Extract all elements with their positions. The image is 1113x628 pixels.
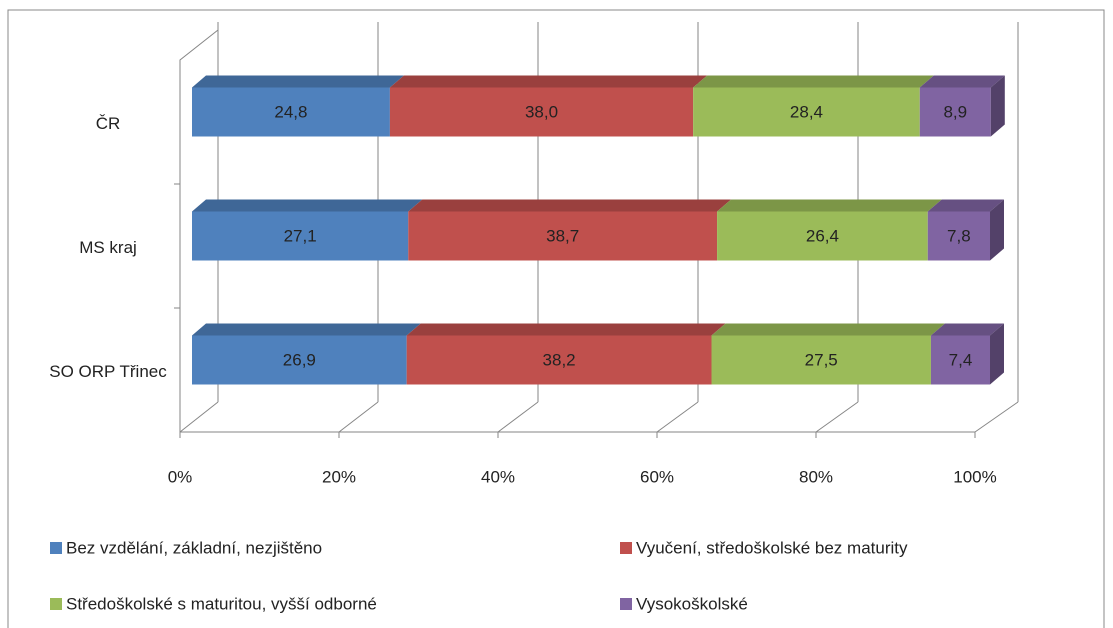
x-tick-label: 40% xyxy=(481,467,515,486)
data-label: 38,2 xyxy=(543,350,576,369)
data-label: 38,7 xyxy=(546,226,579,245)
bar-top xyxy=(389,75,708,88)
legend-swatch xyxy=(620,598,632,610)
bar xyxy=(927,211,990,261)
data-label: 28,4 xyxy=(790,102,823,121)
legend-swatch xyxy=(50,598,62,610)
data-label: 26,4 xyxy=(806,226,839,245)
floor-grid-line xyxy=(974,401,1019,433)
bar-top xyxy=(192,75,404,88)
bar xyxy=(919,87,991,137)
bar xyxy=(192,87,390,137)
bar xyxy=(930,335,990,385)
data-label: 24,8 xyxy=(274,102,307,121)
data-label: 26,9 xyxy=(283,350,316,369)
floor-grid-line xyxy=(815,401,859,433)
data-label: 8,9 xyxy=(943,102,967,121)
floor-grid-line xyxy=(497,401,539,433)
bar-top xyxy=(717,199,942,212)
legend-swatch xyxy=(50,542,62,554)
x-tick-label: 20% xyxy=(322,467,356,486)
floor-grid-line xyxy=(656,401,699,433)
bar-top xyxy=(693,75,934,88)
legend-label: Středoškolské s maturitou, vyšší odborné xyxy=(66,594,377,613)
x-tick-label: 0% xyxy=(168,467,193,486)
legend-label: Bez vzdělání, základní, nezjištěno xyxy=(66,538,322,557)
bar xyxy=(192,335,407,385)
data-label: 27,5 xyxy=(805,350,838,369)
bar xyxy=(408,211,718,261)
bar-top xyxy=(919,75,1005,88)
floor-grid-line xyxy=(338,401,379,433)
chart-border xyxy=(7,9,1105,628)
bar-side xyxy=(990,199,1004,261)
bar-top xyxy=(927,199,1004,212)
bar xyxy=(717,211,928,261)
bar xyxy=(192,211,409,261)
bar xyxy=(711,335,931,385)
legend-label: Vyučení, středoškolské bez maturity xyxy=(636,538,908,557)
x-tick-label: 100% xyxy=(953,467,996,486)
bar-top xyxy=(711,323,945,336)
x-tick-label: 60% xyxy=(640,467,674,486)
bar-top xyxy=(192,323,421,336)
bar-top xyxy=(930,323,1004,336)
bar-top xyxy=(408,199,732,212)
data-label: 7,4 xyxy=(949,350,973,369)
category-label: ČR xyxy=(95,114,121,133)
data-label: 27,1 xyxy=(284,226,317,245)
legend-label: Vysokoškolské xyxy=(636,594,748,613)
data-label: 7,8 xyxy=(947,226,971,245)
category-label: MS kraj xyxy=(79,238,137,257)
data-label: 38,0 xyxy=(525,102,558,121)
bar xyxy=(389,87,694,137)
bar xyxy=(406,335,712,385)
bar-side xyxy=(990,323,1004,385)
x-tick-label: 80% xyxy=(799,467,833,486)
bar-top xyxy=(406,323,726,336)
floor-grid-line xyxy=(179,401,219,433)
bar-side xyxy=(990,75,1005,137)
bar-top xyxy=(192,199,423,212)
bar xyxy=(693,87,920,137)
legend-swatch xyxy=(620,542,632,554)
category-label: SO ORP Třinec xyxy=(49,362,167,381)
